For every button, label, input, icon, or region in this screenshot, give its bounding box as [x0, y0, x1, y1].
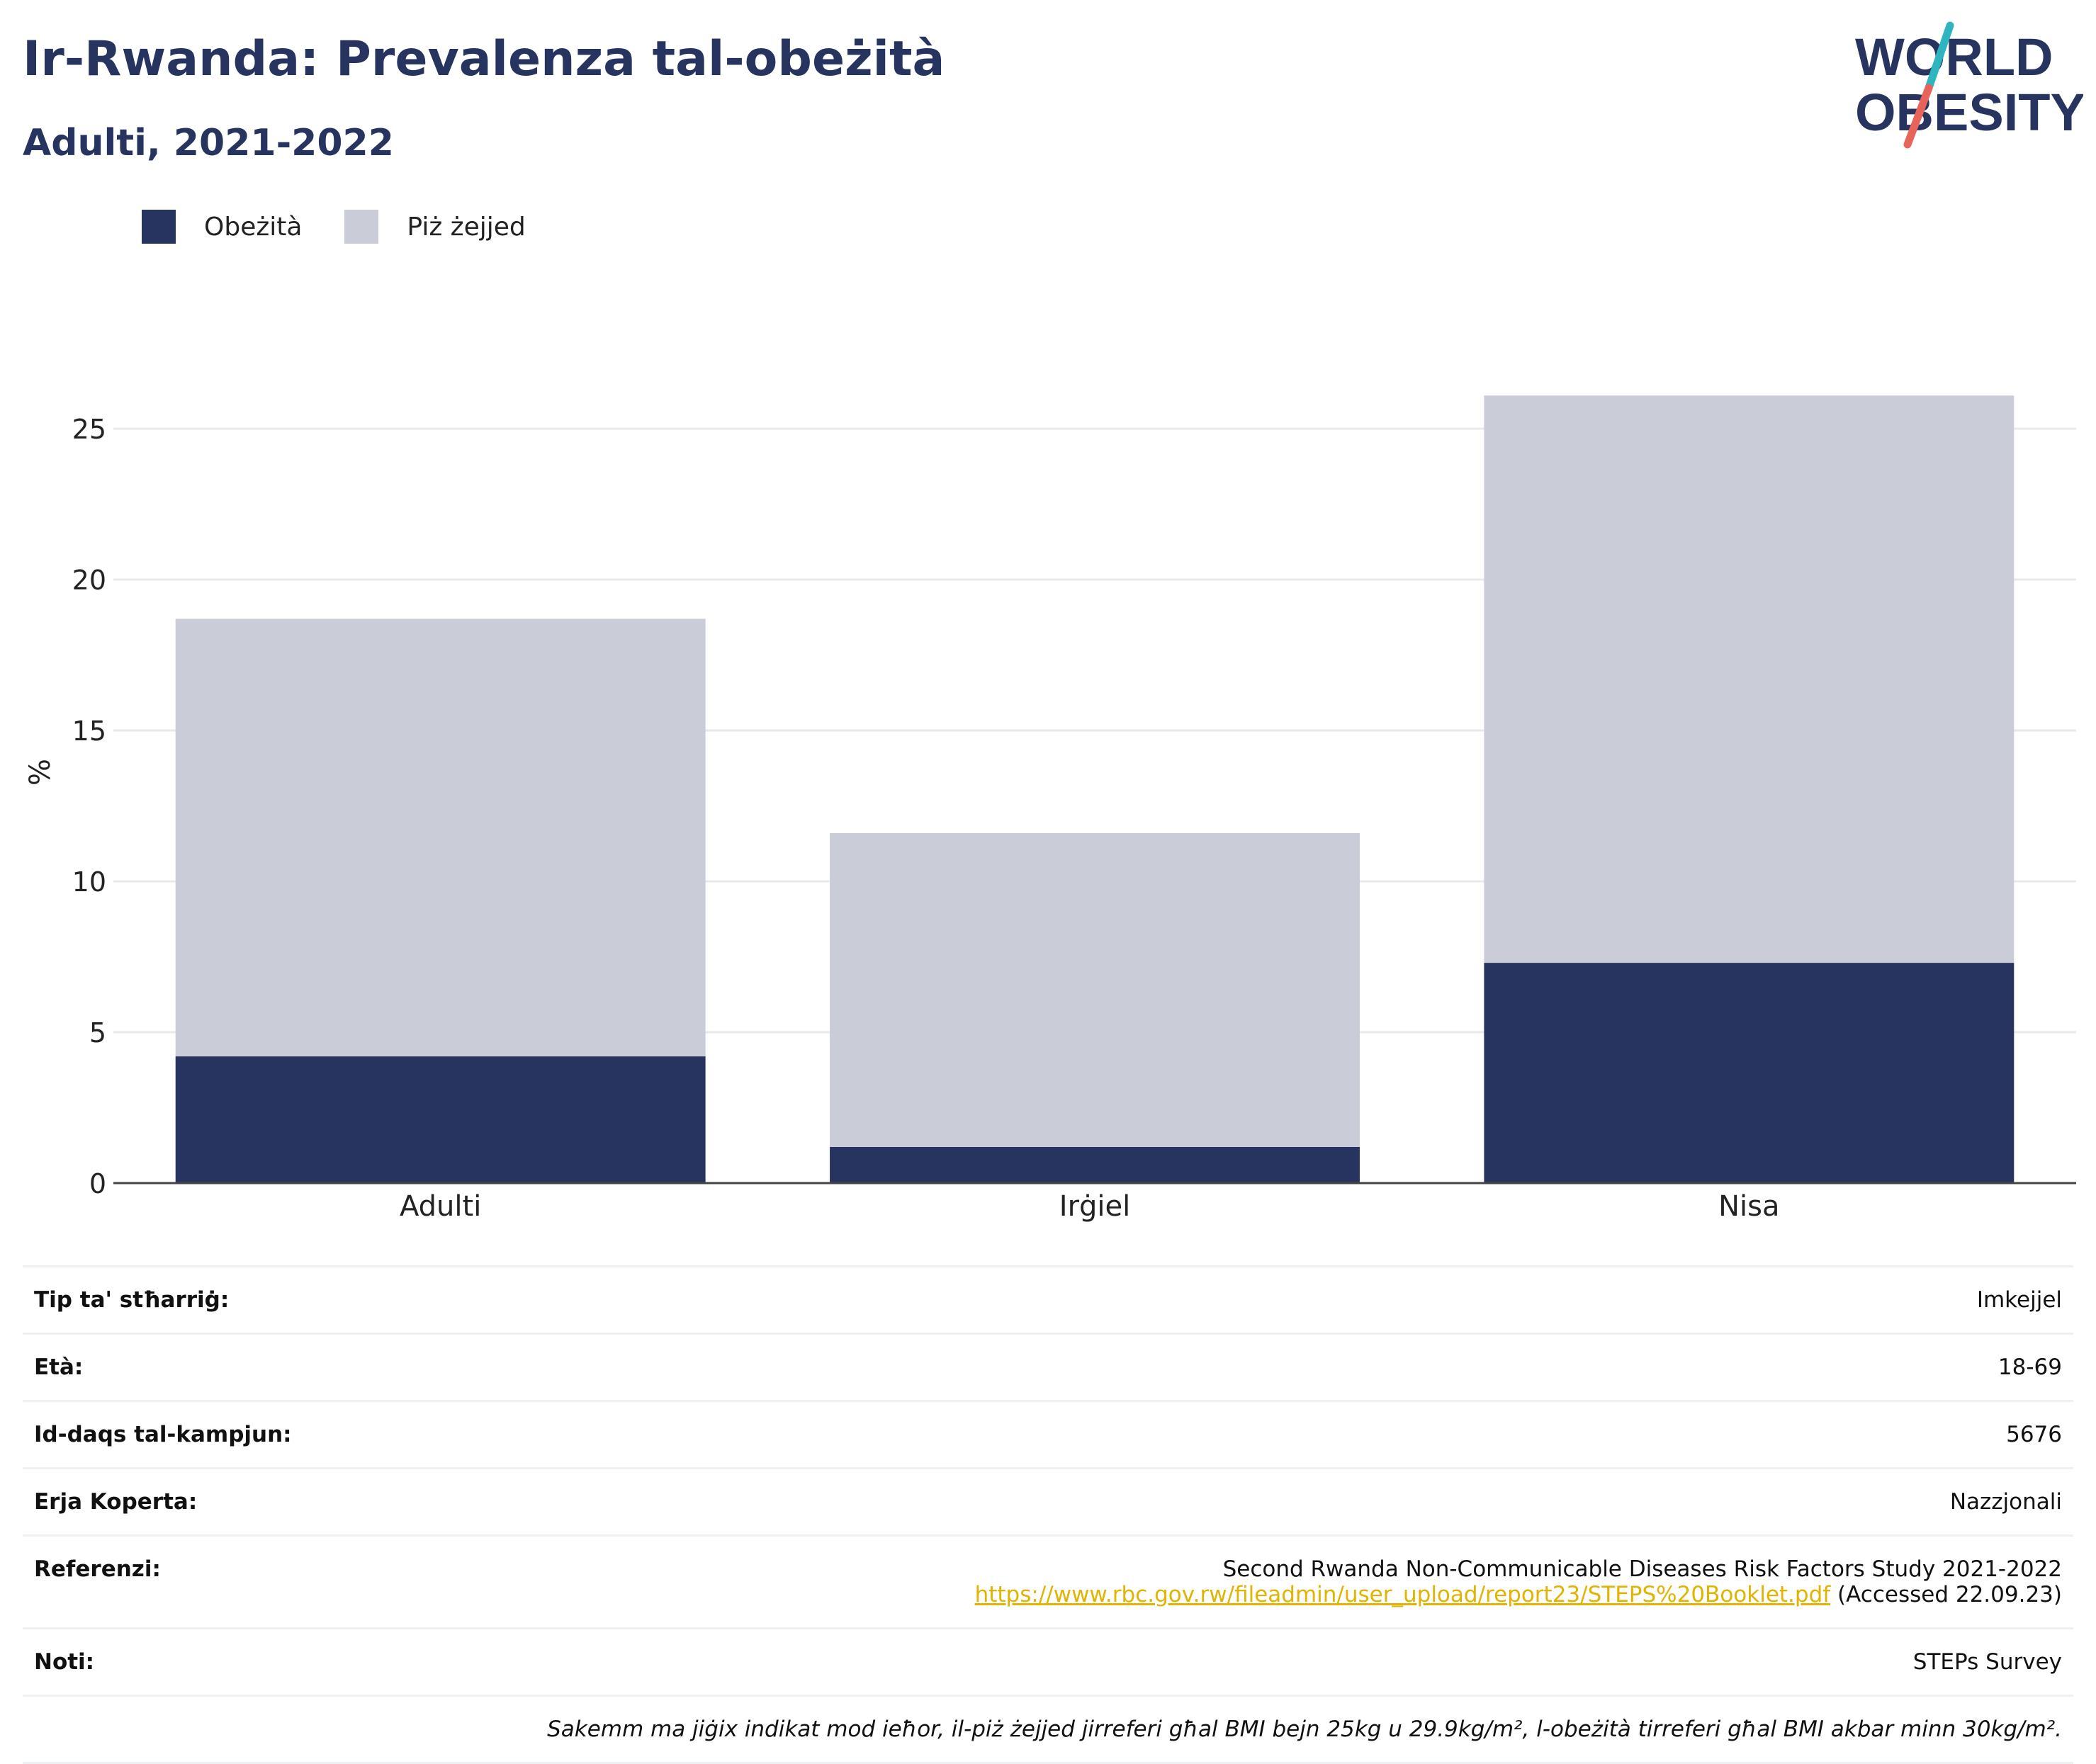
info-key: Referenzi:: [34, 1556, 161, 1582]
reference-title: Second Rwanda Non-Communicable Diseases …: [1222, 1556, 2062, 1582]
legend-swatch-overweight: [344, 210, 379, 244]
info-key: Erja Koperta:: [34, 1489, 198, 1515]
chart-subtitle: Adulti, 2021-2022: [23, 122, 394, 164]
reference-link[interactable]: https://www.rbc.gov.rw/fileadmin/user_up…: [974, 1582, 1831, 1607]
reference-accessed: (Accessed 22.09.23): [1837, 1582, 2062, 1607]
x-tick-label: Adulti: [400, 1190, 481, 1223]
info-key: Id-daqs tal-kampjun:: [34, 1422, 292, 1447]
bar-obesity-Nisa: [1484, 963, 2015, 1183]
y-tick-labels: 0 5 10 15 20 25: [72, 414, 106, 1199]
y-tick-label: 5: [89, 1017, 106, 1048]
info-value: Imkejjel: [1976, 1287, 2062, 1313]
bar-obesity-Adulti: [175, 1056, 706, 1183]
logo-text-world: WORLD: [1855, 28, 2053, 86]
stacked-bar-chart: 0 5 10 15 20 25 Adulti Irġiel Nisa %: [24, 395, 2076, 1223]
legend-swatch-obesity: [142, 210, 176, 244]
info-value: 18-69: [1998, 1355, 2062, 1380]
footnote-text: Sakemm ma jiġix indikat mod ieħor, il-pi…: [547, 1717, 2062, 1742]
logo-slash-coral: [1903, 84, 1933, 149]
y-tick-label: 20: [72, 565, 106, 596]
logo-text-obesity: OBESITY: [1855, 83, 2083, 142]
y-tick-label: 25: [72, 414, 106, 445]
info-key: Noti:: [34, 1649, 95, 1675]
info-footnote: Sakemm ma jiġix indikat mod ieħor, il-pi…: [23, 1695, 2073, 1764]
info-row-age: Età: 18-69: [23, 1333, 2073, 1400]
bar-overweight-Adulti: [175, 618, 706, 1057]
info-row-notes: Noti: STEPs Survey: [23, 1627, 2073, 1695]
y-tick-label: 10: [72, 866, 106, 898]
survey-info-table: Tip ta' stħarriġ: Imkejjel Età: 18-69 Id…: [23, 1265, 2073, 1764]
x-tick-label: Irġiel: [1059, 1190, 1130, 1223]
logo-slash-teal: [1925, 21, 1954, 92]
y-axis-label: %: [24, 759, 57, 786]
world-obesity-logo: WORLD OBESITY: [1855, 21, 2083, 149]
y-tick-label: 15: [72, 716, 106, 747]
info-value: Second Rwanda Non-Communicable Diseases …: [975, 1556, 2062, 1607]
legend-label-overweight: Piż żejjed: [407, 212, 526, 242]
info-row-sample-size: Id-daqs tal-kampjun: 5676: [23, 1400, 2073, 1467]
info-value: Nazzjonali: [1949, 1489, 2062, 1515]
info-row-survey-type: Tip ta' stħarriġ: Imkejjel: [23, 1265, 2073, 1333]
bar-overweight-Irġiel: [830, 832, 1360, 1147]
bars: [175, 395, 2015, 1183]
info-key: Età:: [34, 1355, 84, 1380]
x-tick-label: Nisa: [1718, 1190, 1779, 1223]
x-tick-labels: Adulti Irġiel Nisa: [400, 1190, 1780, 1223]
chart-legend: Obeżità Piż żejjed: [142, 210, 568, 244]
info-key: Tip ta' stħarriġ:: [34, 1287, 230, 1313]
y-tick-label: 0: [89, 1168, 106, 1199]
chart-title: Ir-Rwanda: Prevalenza tal-obeżità: [23, 31, 945, 87]
info-value: STEPs Survey: [1912, 1649, 2062, 1675]
info-row-area-covered: Erja Koperta: Nazzjonali: [23, 1467, 2073, 1534]
bar-obesity-Irġiel: [830, 1146, 1360, 1183]
bar-overweight-Nisa: [1484, 395, 2015, 963]
info-value: 5676: [2006, 1422, 2062, 1447]
info-row-references: Referenzi: Second Rwanda Non-Communicabl…: [23, 1534, 2073, 1627]
legend-label-obesity: Obeżità: [204, 212, 303, 242]
